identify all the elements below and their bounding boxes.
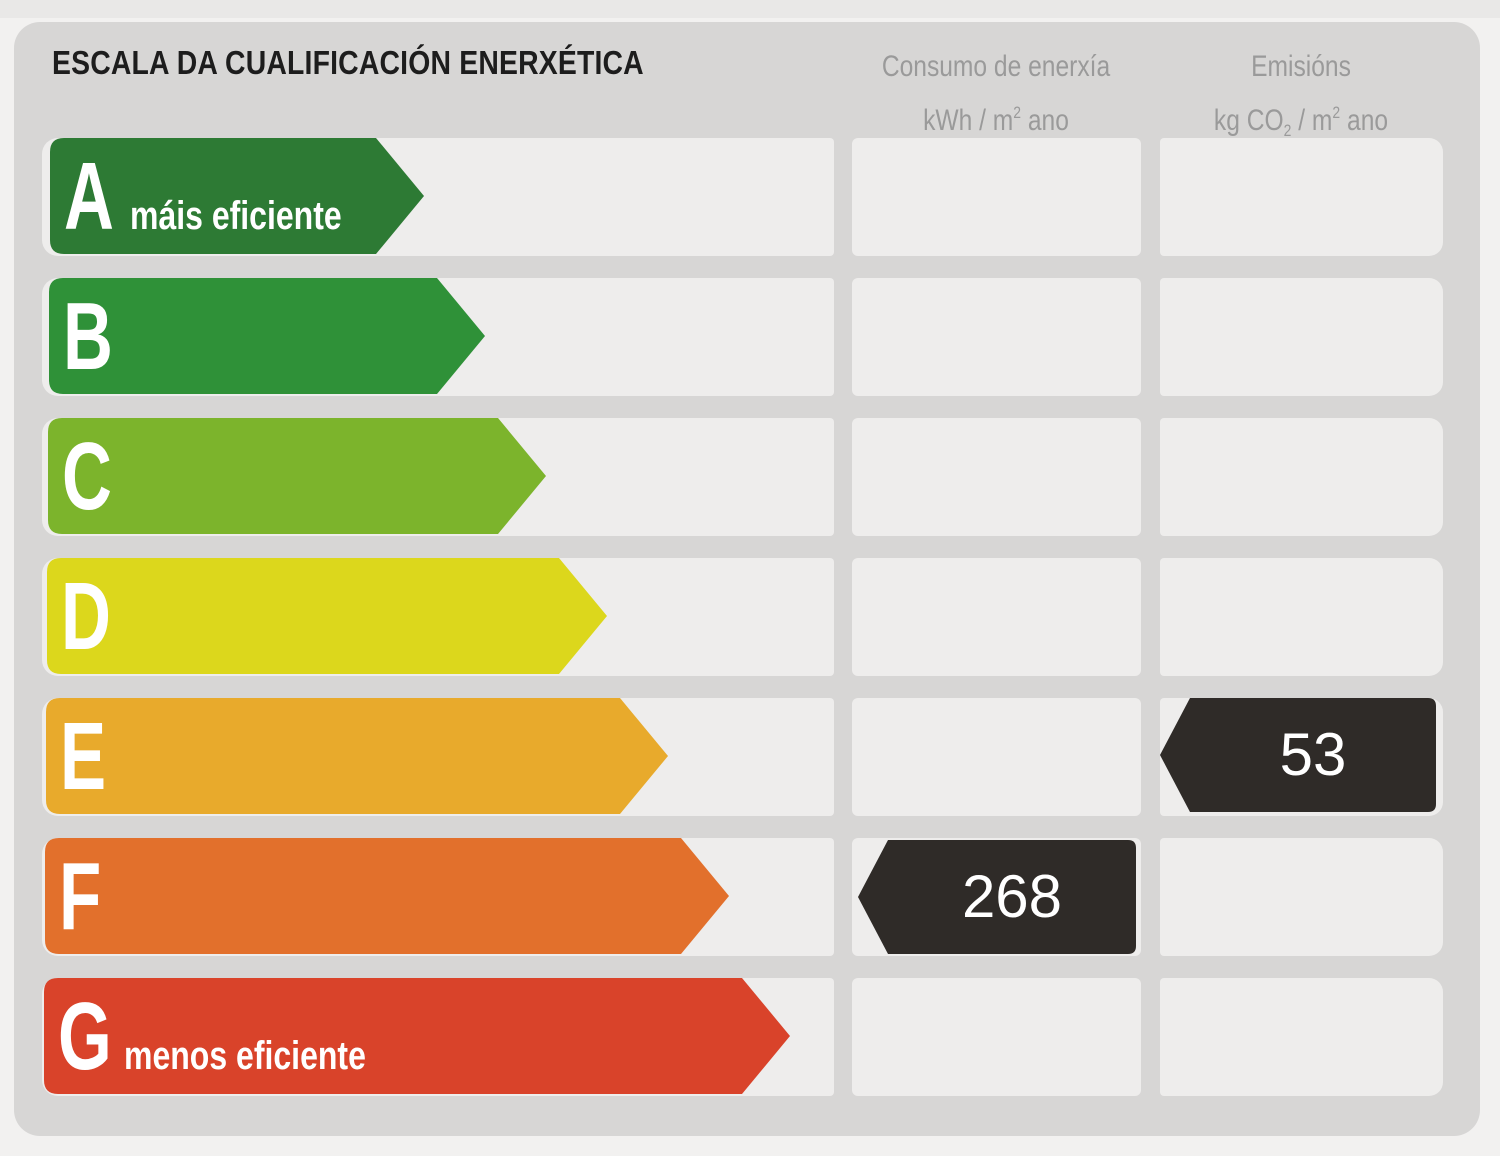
rating-row-f: F [0, 838, 1500, 956]
emissions-cell [1160, 978, 1443, 1096]
emissions-column-header: Emisións kg CO2 / m2 ano [1182, 44, 1420, 154]
consumption-cell [852, 138, 1141, 256]
rating-letter: B [63, 283, 113, 390]
consumption-cell [852, 278, 1141, 396]
rating-arrow-b [49, 278, 485, 394]
emissions-cell [1160, 278, 1443, 396]
rating-arrow-a [50, 138, 424, 254]
rating-row-b: B [0, 278, 1500, 396]
consumption-result-badge: 268 [858, 838, 1136, 956]
rating-tag: menos eficiente [124, 1034, 366, 1078]
rating-letter: A [64, 143, 114, 250]
rating-arrow-e [46, 698, 668, 814]
rating-arrow-g [44, 978, 790, 1094]
emissions-cell [1160, 418, 1443, 536]
emissions-header-line1: Emisións [1251, 50, 1351, 83]
consumption-column-header: Consumo de enerxía kWh / m2 ano [876, 44, 1115, 144]
emissions-cell [1160, 838, 1443, 956]
rating-arrow-f [45, 838, 729, 954]
consumption-cell [852, 558, 1141, 676]
rating-letter: C [62, 423, 112, 530]
rating-arrow-c [48, 418, 546, 534]
rating-tag: máis eficiente [130, 194, 342, 238]
top-strip [0, 0, 1500, 18]
rating-row-d: D [0, 558, 1500, 676]
label-title: ESCALA DA CUALIFICACIÓN ENERXÉTICA [52, 44, 644, 81]
emissions-cell [1160, 558, 1443, 676]
emissions-header-unit: kg CO2 / m2 ano [1213, 103, 1389, 140]
consumption-cell [852, 978, 1141, 1096]
emissions-result-badge: 53 [1160, 696, 1436, 814]
consumption-result-badge-value: 268 [961, 863, 1063, 930]
rating-row-c: C [0, 418, 1500, 536]
emissions-result-badge-value: 53 [1279, 721, 1347, 788]
emissions-cell [1160, 138, 1443, 256]
consumption-cell [852, 698, 1141, 816]
rating-letter: G [58, 983, 112, 1090]
rating-letter: D [61, 563, 111, 670]
rating-row-e: E [0, 698, 1500, 816]
consumption-cell [852, 418, 1141, 536]
rating-letter: E [60, 703, 107, 810]
rating-letter: F [59, 843, 102, 950]
consumption-header-unit: kWh / m2 ano [923, 103, 1069, 137]
rating-arrow-d [47, 558, 607, 674]
consumption-header-line1: Consumo de enerxía [881, 50, 1111, 83]
